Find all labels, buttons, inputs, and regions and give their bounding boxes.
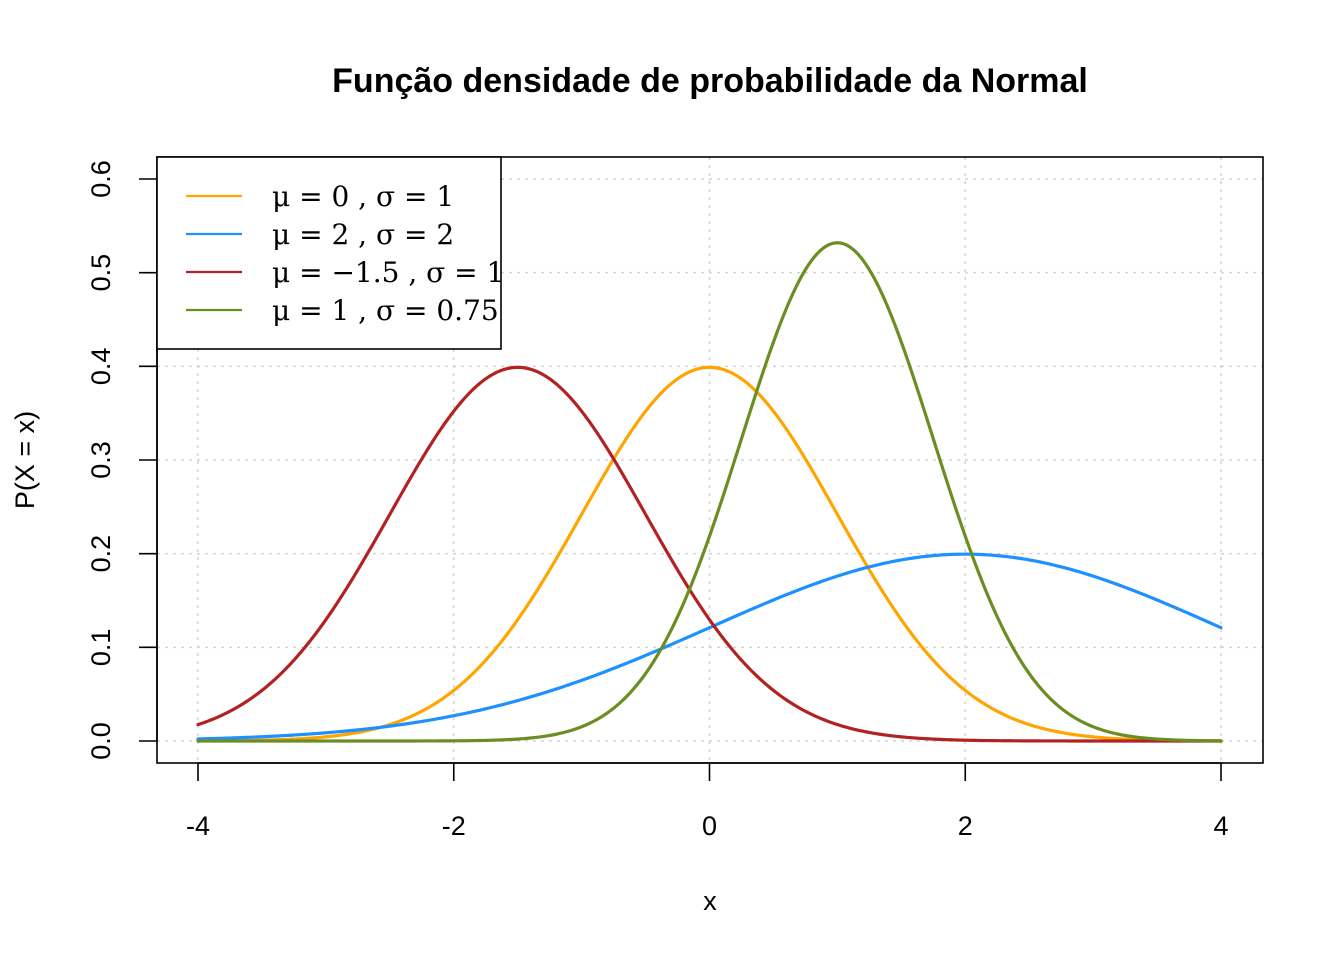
y-tick-label-0: 0.0 [86, 722, 116, 760]
x-tick-label-3: 2 [958, 811, 973, 841]
x-axis: -4 -2 0 2 4 [186, 762, 1229, 841]
x-tick-label-0: -4 [186, 811, 210, 841]
legend: μ = 0 , σ = 1 μ = 2 , σ = 2 μ = −1.5 , σ =… [156, 156, 504, 350]
y-tick-label-6: 0.6 [86, 160, 116, 198]
series-line-2 [196, 365, 1223, 743]
x-tick-label-1: -2 [442, 811, 466, 841]
y-tick-label-3: 0.3 [86, 441, 116, 479]
series-line-1 [196, 552, 1223, 741]
y-tick-label-2: 0.2 [86, 535, 116, 573]
y-axis: 0.0 0.1 0.2 0.3 0.4 0.5 0.6 [86, 160, 158, 760]
legend-label-0: μ = 0 , σ = 1 [272, 180, 454, 213]
y-tick-label-4: 0.4 [86, 348, 116, 386]
legend-box [156, 156, 502, 350]
series-line-3 [196, 241, 1223, 743]
legend-label-1: μ = 2 , σ = 2 [272, 218, 454, 251]
y-tick-label-1: 0.1 [86, 629, 116, 667]
chart-title: Função densidade de probabilidade da Nor… [332, 62, 1088, 100]
plot-curves [196, 241, 1223, 743]
x-tick-label-2: 0 [702, 811, 717, 841]
x-axis-label: x [703, 886, 717, 916]
x-tick-label-4: 4 [1213, 811, 1228, 841]
legend-label-2: μ = −1.5 , σ = 1 [272, 256, 504, 289]
legend-label-3: μ = 1 , σ = 0.75 [272, 294, 499, 327]
y-tick-label-5: 0.5 [86, 254, 116, 292]
y-axis-label: P(X = x) [10, 411, 40, 509]
